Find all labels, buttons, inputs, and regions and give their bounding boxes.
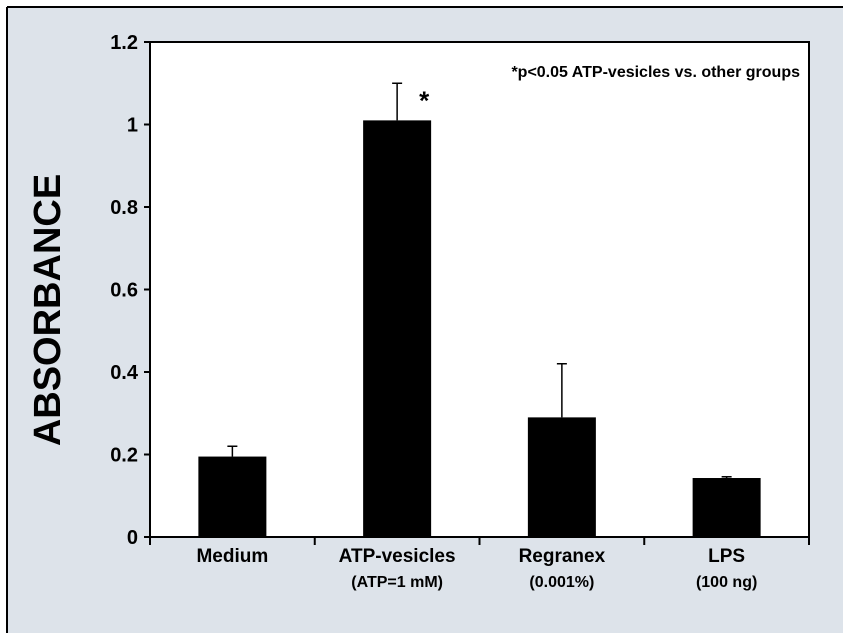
bar (527, 417, 596, 537)
bar (692, 478, 761, 537)
plot-area (149, 41, 810, 538)
y-tick-label: 0.2 (110, 445, 138, 467)
x-tick-label: LPS (708, 546, 745, 567)
x-tick-sublabel: (100 ng) (696, 574, 757, 591)
x-tick-label: ATP-vesicles (339, 546, 456, 567)
y-tick-label: 1.2 (110, 32, 138, 54)
y-axis-ticks: 0 0.2 0.4 0.6 0.8 1 1.2 (110, 32, 150, 549)
x-tick-sublabel: (ATP=1 mM) (351, 574, 443, 591)
category-labels: Medium ATP-vesicles (ATP=1 mM) Regranex (0.0… (196, 546, 757, 591)
significance-annotation: *p<0.05 ATP-vesicles vs. other groups (511, 64, 800, 81)
error-bars-group: * (227, 82, 732, 479)
bars-group (198, 120, 761, 537)
y-tick-label: 0.4 (110, 362, 139, 384)
y-tick-label: 1 (127, 115, 138, 137)
bar (198, 456, 267, 537)
x-tick-sublabel: (0.001%) (529, 574, 594, 591)
y-tick-label: 0.8 (110, 197, 138, 219)
y-tick-label: 0 (127, 527, 138, 549)
x-tick-label: Medium (196, 546, 268, 567)
x-tick-label: Regranex (519, 546, 606, 567)
y-tick-label: 0.6 (110, 280, 138, 302)
bar (363, 120, 432, 537)
significance-marker: * (419, 85, 430, 115)
x-axis-ticks (149, 537, 810, 545)
y-axis-label: ABSORBANCE (27, 174, 69, 446)
